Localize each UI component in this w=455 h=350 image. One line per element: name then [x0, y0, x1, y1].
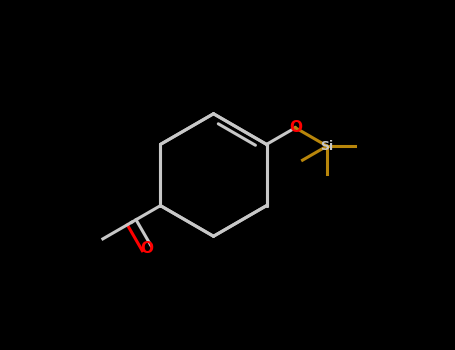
Text: O: O: [289, 120, 302, 135]
Text: O: O: [140, 241, 153, 256]
Text: Si: Si: [320, 140, 334, 153]
